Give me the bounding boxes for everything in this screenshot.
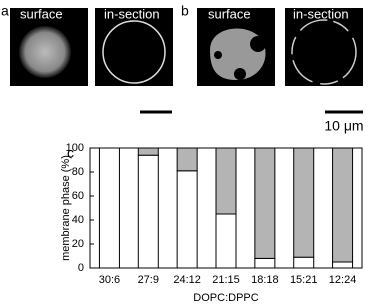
y-tick-label: 0 [78, 262, 84, 274]
micrograph [285, 8, 363, 86]
x-tick-label: 12:24 [329, 274, 357, 286]
x-tick-label: 27:9 [138, 274, 159, 286]
bar-segment [137, 147, 159, 156]
vesicle-ring [291, 19, 357, 85]
domain [250, 36, 266, 52]
bar-segment [176, 147, 198, 172]
y-tick-label: 20 [72, 238, 84, 250]
vesicle [19, 26, 71, 78]
bar-segment [254, 147, 276, 259]
bar-segment [98, 147, 120, 269]
x-tick-label: 24:12 [173, 274, 201, 286]
image-label: surface [20, 6, 63, 21]
panel-letter: a [1, 3, 9, 19]
image-label: in-section [104, 6, 160, 21]
bar-segment [215, 213, 237, 269]
x-tick-label: 30:6 [99, 274, 120, 286]
x-axis-label: DOPC:DPPC [193, 292, 258, 304]
domain [214, 51, 222, 59]
vesicle-ring [102, 20, 166, 84]
y-tick-label: 100 [66, 142, 84, 154]
bar-segment [176, 170, 198, 269]
bar-segment [137, 154, 159, 269]
bar-segment [293, 147, 315, 258]
y-tick-label: 80 [72, 166, 84, 178]
plot-frame [89, 147, 363, 269]
bar-segment [215, 147, 237, 215]
y-tick-label: 40 [72, 214, 84, 226]
image-label: surface [208, 6, 251, 21]
panel-letter: b [181, 3, 189, 19]
y-tick-label: 60 [72, 190, 84, 202]
bar-segment [254, 257, 276, 269]
y-axis-label: membrane phase (%) [60, 155, 72, 261]
image-label: in-section [293, 6, 349, 21]
bar-segment [332, 147, 354, 263]
scale-label: 10 μm [324, 118, 363, 134]
x-tick-label: 21:15 [212, 274, 240, 286]
x-tick-label: 15:21 [290, 274, 318, 286]
x-tick-label: 18:18 [251, 274, 279, 286]
domain [234, 68, 246, 80]
bar-segment [332, 261, 354, 269]
panel-letter: c [67, 145, 74, 161]
bar-segment [293, 256, 315, 269]
